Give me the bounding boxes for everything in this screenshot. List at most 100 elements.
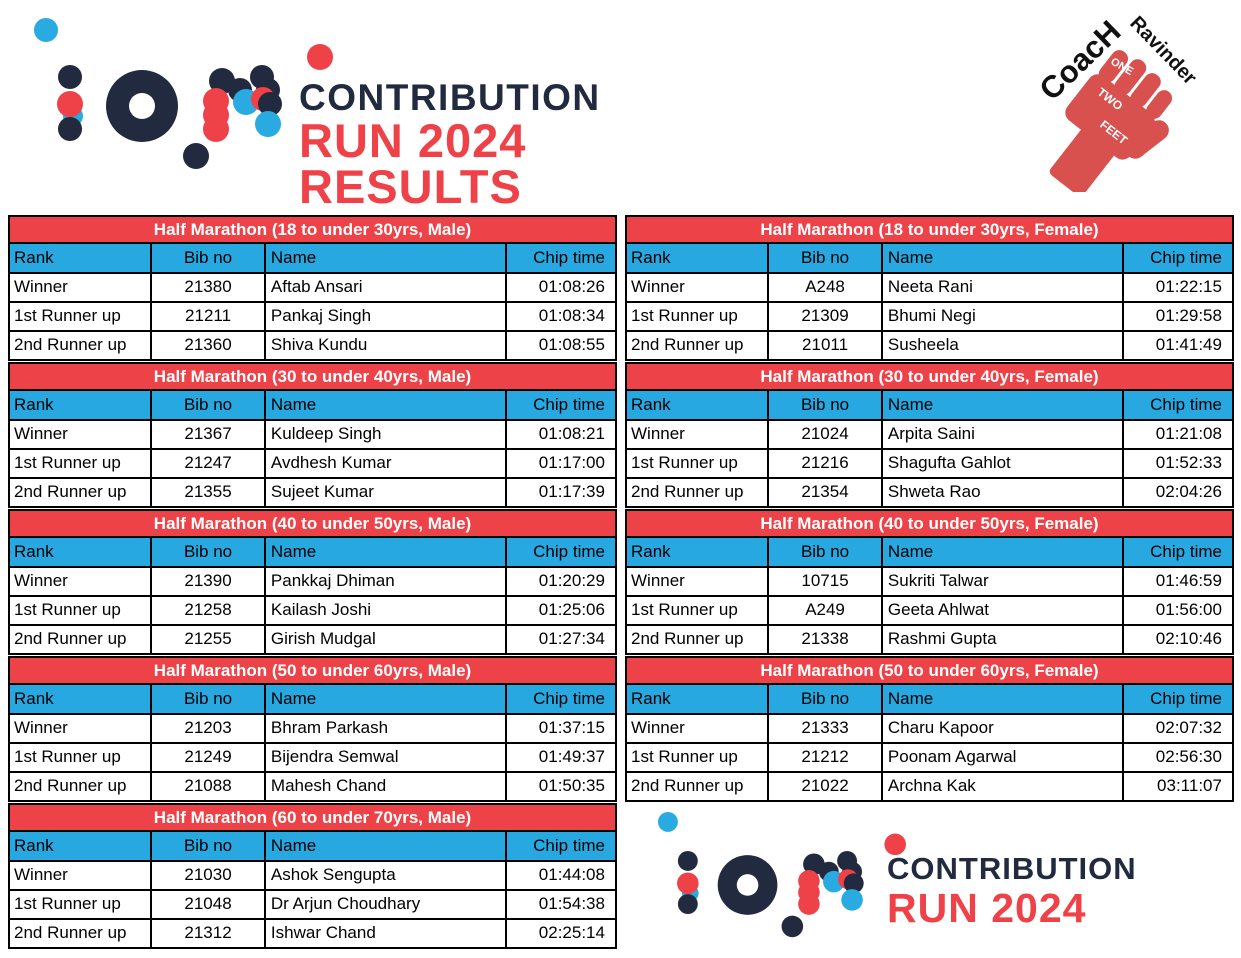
column-header-name: Name xyxy=(883,685,1124,713)
table-row: 1st Runner up 21249 Bijendra Semwal 01:49:3… xyxy=(10,744,615,773)
column-header-chip: Chip time xyxy=(533,542,605,561)
cell-rank: 1st Runner up xyxy=(627,450,770,477)
table-header-row: Rank Bib no Name Chip time xyxy=(10,832,615,862)
table-row: 1st Runner up 21211 Pankaj Singh 01:08:34 xyxy=(10,303,615,332)
page-header: CONTRIBUTION RUN 2024 RESULTS CoacH Ravi… xyxy=(0,0,1241,215)
column-header-bib: Bib no xyxy=(152,538,266,566)
cell-rank: 1st Runner up xyxy=(627,597,770,624)
cell-rank: 2nd Runner up xyxy=(10,773,153,800)
cell-chip: 01:08:55 xyxy=(538,335,605,354)
cell-rank: 1st Runner up xyxy=(10,303,153,330)
cell-bib: 21333 xyxy=(769,715,883,742)
cell-name: Susheela xyxy=(883,332,1124,359)
table-title: Half Marathon (60 to under 70yrs, Male) xyxy=(10,805,615,832)
cell-name: Poonam Agarwal xyxy=(883,744,1124,771)
cell-chip: 02:07:32 xyxy=(1155,718,1222,737)
table-title: Half Marathon (40 to under 50yrs, Female… xyxy=(627,511,1232,538)
cell-bib: 21211 xyxy=(152,303,266,330)
cell-bib: 21309 xyxy=(769,303,883,330)
cell-chip: 01:17:00 xyxy=(538,453,605,472)
column-header-bib: Bib no xyxy=(769,685,883,713)
results-table: Half Marathon (18 to under 30yrs, Female… xyxy=(625,215,1234,361)
column-header-name: Name xyxy=(266,538,507,566)
cell-chip: 02:25:14 xyxy=(538,923,605,942)
cell-chip: 01:08:26 xyxy=(538,277,605,296)
table-header-row: Rank Bib no Name Chip time xyxy=(10,538,615,568)
cell-rank: 2nd Runner up xyxy=(627,479,770,506)
cell-rank: Winner xyxy=(627,715,770,742)
cell-name: Ishwar Chand xyxy=(266,920,507,947)
cell-name: Charu Kapoor xyxy=(883,715,1124,742)
cell-chip: 01:54:38 xyxy=(538,894,605,913)
cell-chip: 02:56:30 xyxy=(1155,747,1222,766)
event-title: CONTRIBUTION RUN 2024 RESULTS xyxy=(299,77,601,211)
column-header-rank: Rank xyxy=(10,832,153,860)
cell-rank: 2nd Runner up xyxy=(10,920,153,947)
cell-rank: 2nd Runner up xyxy=(627,626,770,653)
table-row: 2nd Runner up 21255 Girish Mudgal 01:27:34 xyxy=(10,626,615,653)
table-title: Half Marathon (40 to under 50yrs, Male) xyxy=(10,511,615,538)
cell-bib: 21354 xyxy=(769,479,883,506)
cell-bib: 21216 xyxy=(769,450,883,477)
column-header-name: Name xyxy=(883,538,1124,566)
cell-name: Sujeet Kumar xyxy=(266,479,507,506)
table-row: Winner 21024 Arpita Saini 01:21:08 xyxy=(627,421,1232,450)
footer-run-2024: RUN 2024 xyxy=(887,885,1087,931)
cell-chip: 01:37:15 xyxy=(538,718,605,737)
cell-name: Sukriti Talwar xyxy=(883,568,1124,595)
cell-rank: 1st Runner up xyxy=(10,450,153,477)
cell-name: Neeta Rani xyxy=(883,274,1124,301)
table-header-row: Rank Bib no Name Chip time xyxy=(10,685,615,715)
table-row: Winner 21203 Bhram Parkash 01:37:15 xyxy=(10,715,615,744)
title-contribution: CONTRIBUTION xyxy=(299,77,601,118)
cell-name: Geeta Ahlwat xyxy=(883,597,1124,624)
cell-bib: 10715 xyxy=(769,568,883,595)
cell-chip: 01:52:33 xyxy=(1155,453,1222,472)
cell-chip: 01:29:58 xyxy=(1155,306,1222,325)
cell-chip: 01:49:37 xyxy=(538,747,605,766)
table-header-row: Rank Bib no Name Chip time xyxy=(627,391,1232,421)
cell-bib: 21249 xyxy=(152,744,266,771)
column-header-chip: Chip time xyxy=(1150,689,1222,708)
cell-rank: 1st Runner up xyxy=(627,744,770,771)
column-header-bib: Bib no xyxy=(152,685,266,713)
table-header-row: Rank Bib no Name Chip time xyxy=(627,244,1232,274)
column-header-rank: Rank xyxy=(10,391,153,419)
table-title: Half Marathon (18 to under 30yrs, Female… xyxy=(627,217,1232,244)
table-row: Winner 21390 Pankkaj Dhiman 01:20:29 xyxy=(10,568,615,597)
table-row: Winner 21030 Ashok Sengupta 01:44:08 xyxy=(10,862,615,891)
cell-rank: 2nd Runner up xyxy=(10,332,153,359)
column-header-name: Name xyxy=(883,244,1124,272)
cell-name: Bhram Parkash xyxy=(266,715,507,742)
cell-rank: 1st Runner up xyxy=(627,303,770,330)
cell-name: Shiva Kundu xyxy=(266,332,507,359)
results-table: Half Marathon (50 to under 60yrs, Male) R… xyxy=(8,656,617,802)
column-header-chip: Chip time xyxy=(533,395,605,414)
table-header-row: Rank Bib no Name Chip time xyxy=(627,538,1232,568)
cell-name: Pankaj Singh xyxy=(266,303,507,330)
cell-chip: 01:46:59 xyxy=(1155,571,1222,590)
cell-chip: 03:11:07 xyxy=(1157,776,1222,795)
cell-chip: 01:21:08 xyxy=(1155,424,1222,443)
table-row: 2nd Runner up 21011 Susheela 01:41:49 xyxy=(627,332,1232,359)
cell-rank: 2nd Runner up xyxy=(10,626,153,653)
cell-rank: 2nd Runner up xyxy=(10,479,153,506)
table-row: 2nd Runner up 21312 Ishwar Chand 02:25:14 xyxy=(10,920,615,947)
table-row: Winner 21380 Aftab Ansari 01:08:26 xyxy=(10,274,615,303)
results-table: Half Marathon (40 to under 50yrs, Male) R… xyxy=(8,509,617,655)
cell-rank: Winner xyxy=(627,421,770,448)
column-header-name: Name xyxy=(266,832,507,860)
column-header-rank: Rank xyxy=(627,685,770,713)
cell-bib: 21390 xyxy=(152,568,266,595)
cell-chip: 01:44:08 xyxy=(538,865,605,884)
column-header-chip: Chip time xyxy=(1150,542,1222,561)
cell-rank: Winner xyxy=(10,568,153,595)
cell-bib: 21048 xyxy=(152,891,266,918)
column-header-chip: Chip time xyxy=(533,248,605,267)
cell-name: Rashmi Gupta xyxy=(883,626,1124,653)
cell-name: Avdhesh Kumar xyxy=(266,450,507,477)
column-header-name: Name xyxy=(883,391,1124,419)
column-header-name: Name xyxy=(266,391,507,419)
cell-rank: Winner xyxy=(10,715,153,742)
